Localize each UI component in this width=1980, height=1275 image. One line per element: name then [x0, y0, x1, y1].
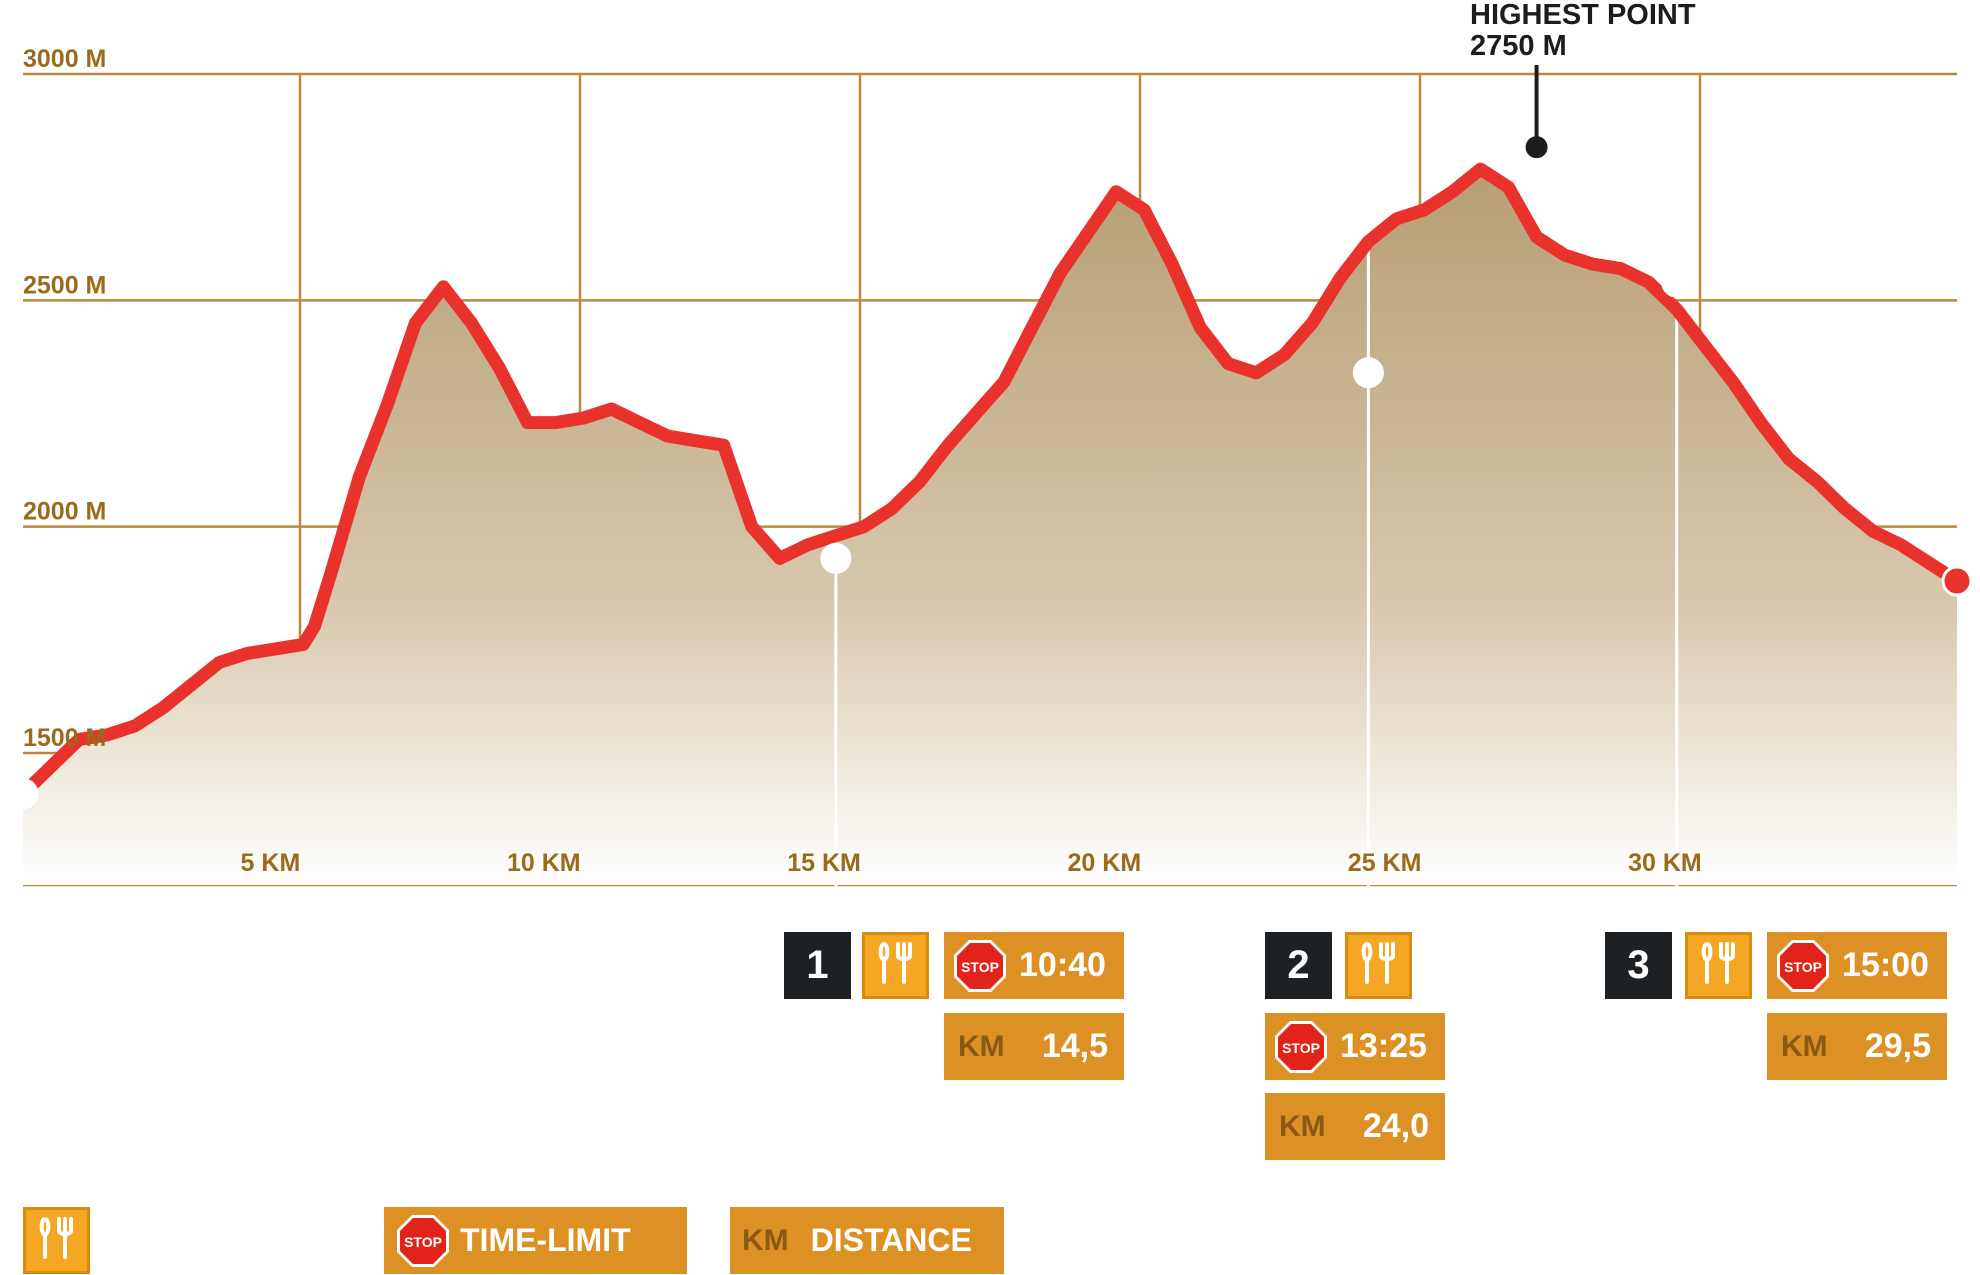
fork-and-knife-icon — [37, 1215, 77, 1266]
x-tick-label: 5 KM — [241, 849, 301, 877]
highest-point-label: HIGHEST POINT — [1470, 0, 1696, 31]
x-tick-label: 15 KM — [787, 849, 861, 877]
route-marker — [1352, 357, 1384, 389]
time-limit-value: 10:40 — [1019, 946, 1106, 984]
distance-box: KM 24,0 — [1265, 1093, 1445, 1160]
route-markers — [7, 266, 1973, 810]
stop-sign-icon: STOP — [396, 1214, 450, 1268]
legend-time-limit: STOP TIME-LIMIT — [384, 1207, 687, 1274]
y-tick-label: 1500 M — [23, 724, 106, 752]
y-tick-label: 2000 M — [23, 498, 106, 526]
distance-value: 14,5 — [1041, 1027, 1108, 1065]
food-box — [1685, 932, 1752, 999]
legend-food-box — [23, 1207, 90, 1274]
km-label: KM — [958, 1029, 1005, 1063]
x-tick-label: 10 KM — [507, 849, 581, 877]
station-number-box: 2 — [1265, 932, 1332, 999]
y-tick-label: 3000 M — [23, 45, 106, 73]
highest-point-dot — [1525, 136, 1548, 159]
fork-and-knife-icon — [1699, 940, 1739, 991]
time-limit-box: STOP 15:00 — [1767, 932, 1947, 999]
elevation-area — [23, 169, 1957, 886]
station-guide-lines — [834, 241, 1679, 905]
fork-and-knife-icon — [876, 940, 916, 991]
stop-sign-icon: STOP — [953, 939, 1007, 993]
stop-sign-icon: STOP — [1776, 939, 1830, 993]
legend-km-label: KM — [742, 1223, 789, 1257]
time-limit-value: 13:25 — [1340, 1027, 1427, 1065]
elevation-line — [16, 162, 1964, 801]
legend-distance-label: DISTANCE — [810, 1222, 972, 1258]
legend-time-limit-label: TIME-LIMIT — [460, 1222, 631, 1258]
station-number-box: 1 — [784, 932, 851, 999]
route-marker — [820, 542, 852, 574]
km-label: KM — [1781, 1029, 1828, 1063]
stop-sign-text: STOP — [961, 959, 999, 975]
distance-box: KM 29,5 — [1767, 1013, 1947, 1080]
x-tick-label: 20 KM — [1068, 849, 1142, 877]
highest-point-annotation: HIGHEST POINT 2750 M — [1470, 0, 1696, 159]
stop-sign-text: STOP — [404, 1234, 442, 1250]
stop-sign-text: STOP — [1784, 959, 1822, 975]
distance-value: 24,0 — [1362, 1107, 1429, 1145]
distance-value: 29,5 — [1864, 1027, 1931, 1065]
stop-sign-icon: STOP — [1274, 1020, 1328, 1074]
fork-and-knife-icon — [1359, 940, 1399, 991]
time-limit-box: STOP 13:25 — [1265, 1013, 1445, 1080]
stop-sign-text: STOP — [1282, 1040, 1320, 1056]
distance-box: KM 14,5 — [944, 1013, 1124, 1080]
time-limit-value: 15:00 — [1842, 946, 1929, 984]
axis-tick-labels: 1500 M 2000 M 2500 M 3000 M 5 KM 10 KM 15 KM 20… — [23, 45, 1702, 877]
y-tick-label: 2500 M — [23, 271, 106, 299]
station-number-box: 3 — [1605, 932, 1672, 999]
x-tick-label: 30 KM — [1628, 849, 1702, 877]
food-box — [1345, 932, 1412, 999]
food-box — [862, 932, 929, 999]
x-tick-label: 25 KM — [1348, 849, 1422, 877]
route-marker — [1661, 266, 1693, 298]
legend-distance: KM DISTANCE — [730, 1207, 1004, 1274]
km-label: KM — [1279, 1109, 1326, 1143]
route-marker — [7, 778, 39, 810]
time-limit-box: STOP 10:40 — [944, 932, 1124, 999]
route-marker — [1941, 565, 1973, 597]
highest-point-value: 2750 M — [1470, 30, 1567, 62]
